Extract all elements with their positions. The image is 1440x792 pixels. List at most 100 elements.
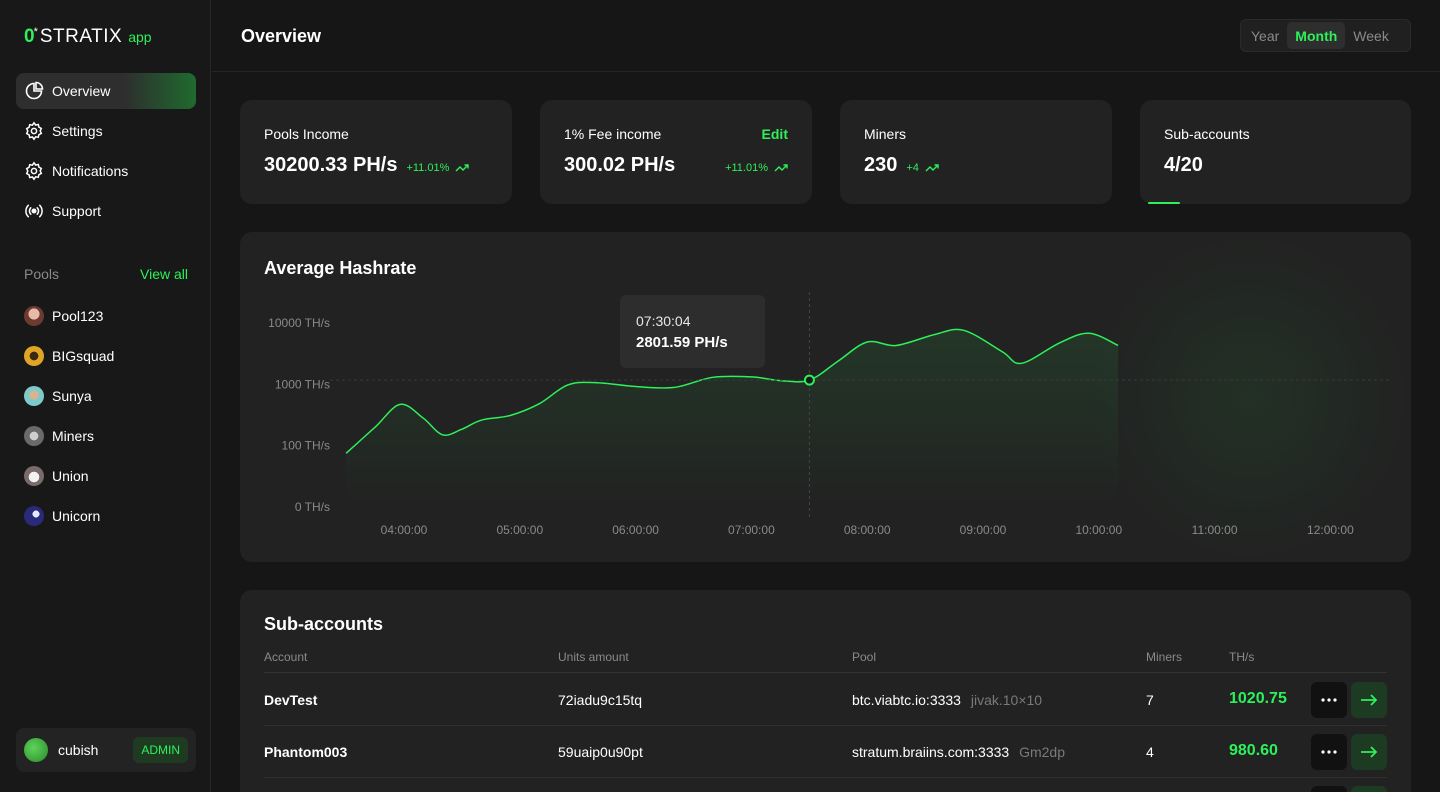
x-axis: 04:00:00 05:00:00 06:00:00 07:00:00 08:00:00… xyxy=(381,523,1354,537)
column-header-account: Account xyxy=(264,650,308,664)
pool-name: BIGsquad xyxy=(52,348,115,364)
column-header-ths: TH/s xyxy=(1229,650,1255,664)
x-tick-label: 09:00:00 xyxy=(960,523,1007,537)
open-account-button[interactable] xyxy=(1351,786,1387,792)
x-tick-label: 10:00:00 xyxy=(1075,523,1122,537)
chart-glow xyxy=(1090,232,1411,562)
stat-change-text: +11.01% xyxy=(406,162,450,174)
stat-card-fee-income: 1% Fee income Edit 300.02 PH/s +11.01% xyxy=(540,100,812,204)
chart-plot[interactable]: 10000 TH/s 1000 TH/s 100 TH/s 0 TH/s 04:00:… xyxy=(240,232,1411,562)
pools-header: Pools View all xyxy=(24,266,188,282)
period-week-button[interactable]: Week xyxy=(1353,27,1389,44)
sub-accounts-table: Sub-accounts Account Units amount Pool M… xyxy=(240,590,1411,792)
y-tick-label: 100 TH/s xyxy=(282,439,330,453)
pool-item[interactable]: Sunya xyxy=(24,376,196,416)
open-account-button[interactable] xyxy=(1351,682,1387,718)
x-tick-label: 11:00:00 xyxy=(1192,523,1238,537)
column-header-pool: Pool xyxy=(852,650,877,664)
pools-label: Pools xyxy=(24,266,60,282)
stat-card-pools-income: Pools Income 30200.33 PH/s +11.01% xyxy=(240,100,512,204)
more-options-button[interactable] xyxy=(1311,682,1347,718)
stat-change: +11.01% xyxy=(406,162,470,174)
page-title: Overview xyxy=(241,26,322,46)
more-options-button[interactable] xyxy=(1311,734,1347,770)
stat-change-text: +11.01% xyxy=(725,162,768,174)
stat-label: Miners xyxy=(864,126,907,142)
pools-view-all-link[interactable]: View all xyxy=(140,266,188,282)
x-tick-label: 04:00:00 xyxy=(381,523,428,537)
pools-list: Pool123 BIGsquad Sunya Miners Union Unic… xyxy=(24,296,196,536)
pool-item[interactable]: Miners xyxy=(24,416,196,456)
trend-up-icon xyxy=(774,164,788,172)
pool-avatar xyxy=(24,466,44,486)
account-name: Phantom003 xyxy=(264,744,348,760)
series-area xyxy=(346,329,1119,507)
table-row[interactable]: Phantom003 59uaip0u90pt stratum.braiins.… xyxy=(264,726,1387,778)
more-options-button[interactable] xyxy=(1311,786,1347,792)
pool-name: Pool123 xyxy=(52,308,104,324)
logo-suffix: app xyxy=(128,29,152,45)
x-tick-label: 07:00:00 xyxy=(728,523,775,537)
more-horizontal-icon xyxy=(1321,698,1337,702)
nav-item-overview[interactable]: Overview xyxy=(16,73,196,109)
stat-change-text: +4 xyxy=(906,162,919,174)
role-badge: ADMIN xyxy=(133,737,188,763)
stat-label: 1% Fee income xyxy=(564,126,662,142)
top-bar: Overview Year Month Week xyxy=(212,0,1440,72)
stat-change: +4 xyxy=(906,162,939,174)
table-row[interactable]: DevTest 72iadu9c15tq btc.viabtc.io:3333 … xyxy=(264,674,1387,726)
hashrate-value: 1020.75 xyxy=(1229,690,1287,707)
chart-tooltip: 07:30:04 2801.59 PH/s xyxy=(620,295,765,368)
series-line xyxy=(345,328,1119,454)
edit-fee-button[interactable]: Edit xyxy=(761,126,788,142)
pool-cell: btc.viabtc.io:3333 jivak.10×10 xyxy=(852,692,1042,708)
period-month-button[interactable]: Month xyxy=(1287,22,1346,49)
stat-label: Pools Income xyxy=(264,126,349,142)
user-profile[interactable]: cubish ADMIN xyxy=(16,728,196,772)
pool-avatar xyxy=(24,386,44,406)
stat-value-row: 4/20 xyxy=(1164,154,1387,177)
avatar xyxy=(24,738,48,762)
pool-avatar xyxy=(24,346,44,366)
pool-item[interactable]: Unicorn xyxy=(24,496,196,536)
arrow-right-icon xyxy=(1361,746,1378,758)
stat-card-sub-accounts[interactable]: Sub-accounts 4/20 xyxy=(1140,100,1411,204)
nav-item-settings[interactable]: Settings xyxy=(16,113,196,149)
x-tick-label: 12:00:00 xyxy=(1307,523,1354,537)
pool-name: Miners xyxy=(52,428,95,444)
table-row[interactable] xyxy=(264,778,1387,792)
nav-item-support[interactable]: Support xyxy=(16,193,196,229)
nav-item-notifications[interactable]: Notifications xyxy=(16,153,196,189)
stat-value-row: 230 +4 xyxy=(864,154,1088,177)
broadcast-icon xyxy=(24,201,44,221)
stat-change: +11.01% xyxy=(725,162,788,174)
pool-name: Unicorn xyxy=(52,508,101,524)
pool-avatar xyxy=(24,306,44,326)
stat-value: 230 xyxy=(864,154,898,176)
average-hashrate-chart: Average Hashrate 10000 TH/s 1000 TH/s 100 … xyxy=(240,232,1411,562)
nav-label: Support xyxy=(52,203,102,219)
pool-name: Sunya xyxy=(52,388,92,404)
pool-item[interactable]: Pool123 xyxy=(24,296,196,336)
nav-label: Overview xyxy=(52,83,111,99)
account-name: DevTest xyxy=(264,692,318,708)
y-tick-label: 10000 TH/s xyxy=(268,316,330,330)
brand-logo[interactable]: 0 * STRATIX app xyxy=(24,26,152,48)
x-tick-label: 06:00:00 xyxy=(612,523,659,537)
period-year-button[interactable]: Year xyxy=(1251,27,1280,44)
open-account-button[interactable] xyxy=(1351,734,1387,770)
nav-label: Settings xyxy=(52,123,103,139)
pool-host: stratum.braiins.com:3333 xyxy=(852,744,1010,760)
highlight-point xyxy=(803,374,815,386)
column-header-miners: Miners xyxy=(1146,650,1183,664)
period-switch: Year Month Week xyxy=(1240,19,1411,52)
logo-name: STRATIX xyxy=(39,26,123,47)
pool-name: Union xyxy=(52,468,89,484)
nav-label: Notifications xyxy=(52,163,129,179)
pool-item[interactable]: BIGsquad xyxy=(24,336,196,376)
pool-item[interactable]: Union xyxy=(24,456,196,496)
units-amount: 59uaip0u90pt xyxy=(558,744,643,760)
stat-value: 4/20 xyxy=(1164,154,1203,176)
miners-count: 7 xyxy=(1146,692,1154,708)
units-amount: 72iadu9c15tq xyxy=(558,692,643,708)
